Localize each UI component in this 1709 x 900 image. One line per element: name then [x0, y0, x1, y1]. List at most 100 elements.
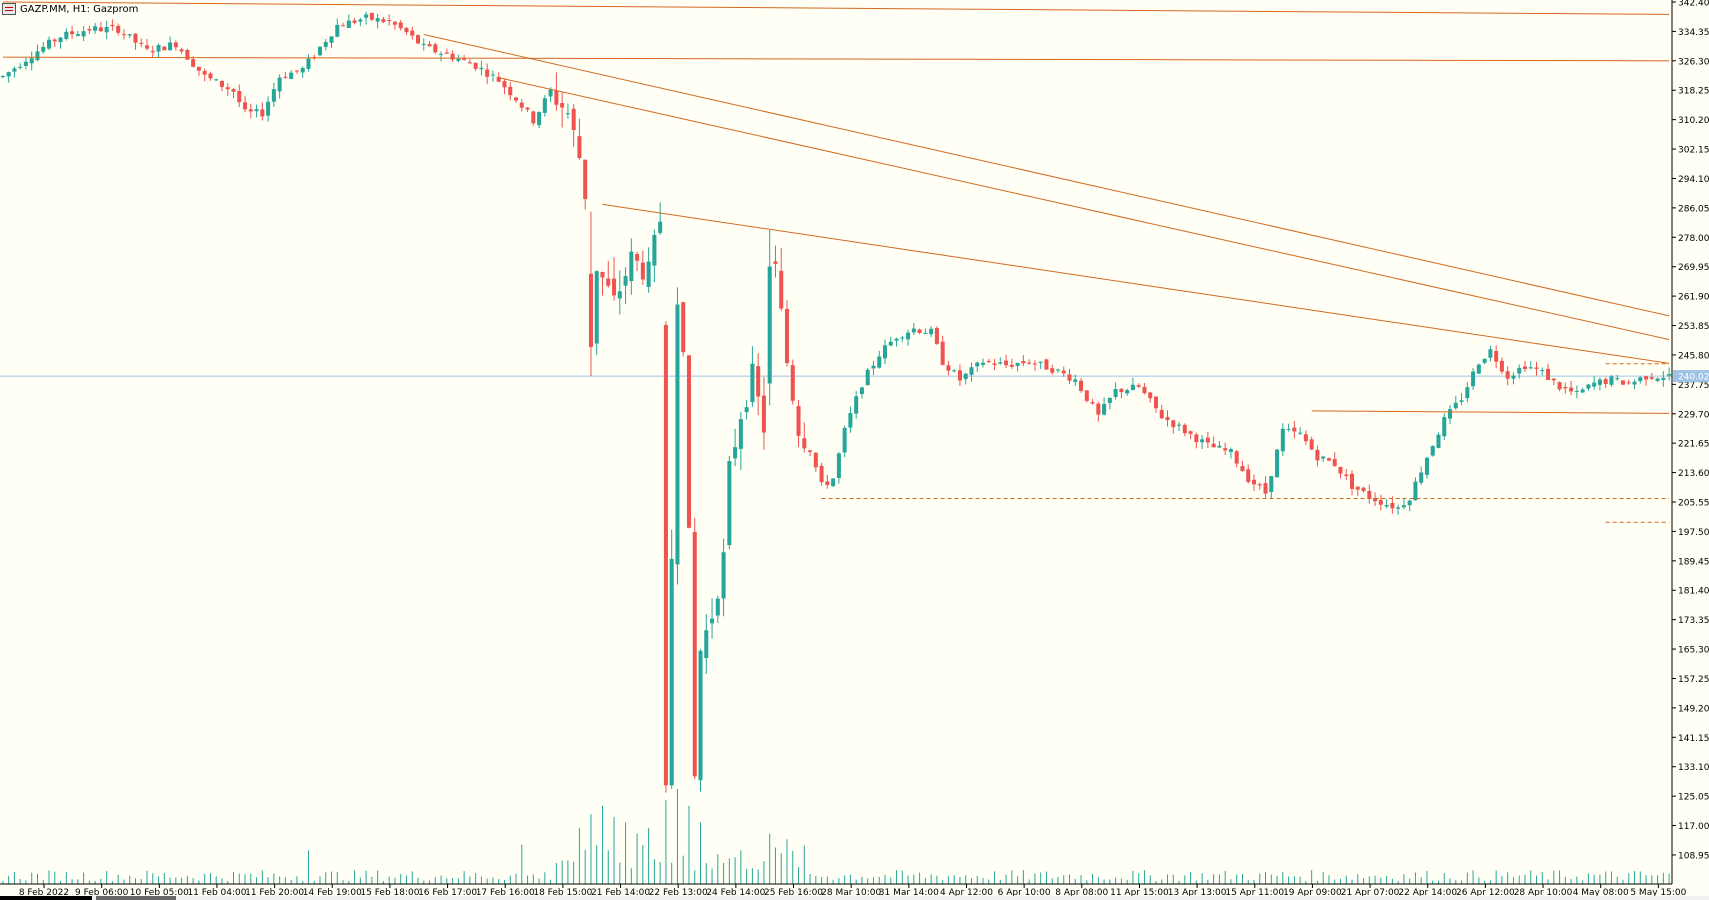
candle-body	[652, 234, 657, 266]
candle-body	[110, 24, 115, 27]
price-tick-label: 342.40	[1678, 0, 1709, 9]
candle-body	[606, 278, 611, 286]
time-tick-label: 21 Feb 14:00	[591, 888, 650, 898]
candle-body	[1096, 403, 1101, 415]
candle-body	[1638, 377, 1643, 382]
candle-body	[404, 27, 409, 33]
candle-body	[640, 262, 645, 280]
candle-body	[1384, 504, 1389, 507]
candle-body	[1136, 385, 1141, 387]
candle-body	[93, 26, 98, 31]
candle-body	[1055, 369, 1060, 371]
trendline	[1311, 410, 1670, 414]
candle-body	[1349, 473, 1355, 489]
candle-body	[848, 413, 853, 428]
candle-body	[214, 79, 219, 81]
candle-body	[1107, 397, 1112, 403]
candle-body	[675, 304, 680, 565]
candle-body	[450, 53, 455, 60]
price-tick-label: 318.25	[1678, 87, 1709, 97]
candle-body	[317, 46, 323, 56]
price-tick-label: 165.30	[1678, 646, 1709, 656]
candle-body	[1326, 458, 1331, 461]
candle-body	[485, 69, 490, 77]
trendline	[602, 203, 1670, 364]
candle-body	[1574, 390, 1579, 392]
candle-body	[341, 25, 346, 27]
candle-body	[940, 341, 945, 365]
candle-body	[710, 618, 715, 624]
candle-body	[1142, 386, 1147, 394]
candle-body	[254, 109, 259, 112]
candle-body	[196, 66, 201, 71]
candle-body	[127, 34, 132, 36]
candlestick-series	[0, 11, 1672, 793]
price-tick-label: 269.95	[1678, 263, 1709, 273]
candle-body	[1038, 361, 1043, 363]
candle-body	[1298, 432, 1303, 434]
candle-body	[923, 332, 928, 334]
candle-body	[116, 25, 121, 33]
price-tick-label: 173.35	[1678, 616, 1709, 626]
time-tick-label: 17 Feb 16:00	[476, 888, 535, 898]
trendline	[2, 1, 1670, 15]
candle-body	[784, 308, 790, 364]
chart-tab-strip[interactable]	[0, 896, 1709, 900]
candle-body	[335, 24, 340, 37]
candle-body	[565, 113, 570, 115]
candle-body	[369, 13, 374, 20]
candle-body	[473, 62, 478, 69]
time-tick-label: 10 Feb 05:00	[130, 888, 189, 898]
price-tick-label: 245.80	[1678, 351, 1709, 361]
chart-tab[interactable]	[96, 896, 176, 900]
candle-body	[1373, 497, 1378, 502]
candle-body	[323, 42, 328, 47]
candle-body	[813, 452, 818, 468]
time-tick-label: 26 Apr 12:00	[1456, 888, 1515, 898]
time-tick-label: 8 Feb 2022	[19, 888, 69, 898]
candle-body	[12, 68, 17, 72]
candle-body	[681, 302, 686, 353]
candle-body	[1171, 420, 1176, 428]
candle-body	[888, 341, 893, 346]
chart-title: GAZP.MM, H1: Gazprom	[20, 3, 139, 15]
candle-body	[1667, 374, 1672, 376]
chart-tab-active[interactable]	[0, 896, 92, 900]
candle-body	[1505, 371, 1510, 379]
candle-body	[531, 111, 536, 124]
time-tick-label: 22 Apr 14:00	[1398, 888, 1457, 898]
candle-body	[738, 419, 743, 449]
candle-body	[58, 37, 63, 43]
candle-body	[669, 558, 674, 786]
candle-body	[836, 453, 841, 478]
candle-body	[704, 630, 709, 659]
candle-body	[1661, 377, 1666, 380]
price-tick-label: 221.65	[1678, 440, 1709, 450]
candle-body	[1442, 417, 1447, 437]
price-tick-label: 205.55	[1678, 499, 1709, 509]
candle-body	[1448, 409, 1453, 419]
candle-body	[162, 46, 167, 51]
candle-body	[1067, 374, 1072, 381]
candle-body	[808, 450, 813, 452]
candle-body	[1165, 417, 1170, 421]
candle-body	[1488, 349, 1493, 358]
candle-body	[306, 58, 311, 69]
candle-body	[156, 45, 161, 52]
candle-body	[1234, 451, 1239, 464]
candle-body	[1551, 378, 1556, 381]
candle-body	[46, 39, 52, 49]
candle-body	[1557, 382, 1562, 390]
candle-body	[981, 362, 986, 365]
candle-body	[583, 159, 588, 199]
candle-body	[1130, 384, 1135, 391]
candle-body	[1269, 476, 1274, 492]
candle-body	[1228, 449, 1233, 452]
candle-body	[1419, 472, 1424, 483]
candle-body	[1303, 434, 1308, 442]
candle-body	[352, 20, 357, 23]
candle-body	[467, 62, 472, 64]
price-tick-label: 310.20	[1678, 116, 1709, 126]
